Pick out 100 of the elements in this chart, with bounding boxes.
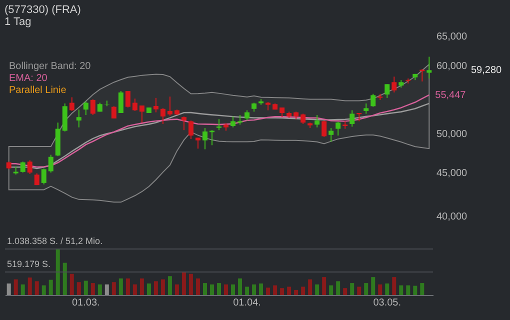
bar (42, 285, 46, 295)
candlestick (300, 113, 306, 124)
bar (238, 278, 242, 295)
bar (62, 262, 67, 295)
candlestick (27, 160, 32, 174)
bar (406, 285, 410, 295)
bar (322, 277, 326, 295)
x-tick-label: 01.04. (233, 298, 261, 308)
candlestick (69, 96, 74, 112)
candlestick (181, 116, 186, 131)
y-tick-label: 65,000 (436, 32, 468, 42)
y-tick-label: 40,000 (436, 212, 468, 222)
candlestick (118, 90, 124, 114)
candlestick (426, 56, 432, 79)
bar (378, 284, 382, 295)
ref-line-label: 1.038.358 S. / 51,2 Mio. (7, 236, 103, 246)
candlestick (153, 97, 158, 113)
candlestick (384, 84, 390, 98)
bar (126, 278, 130, 295)
bar (343, 288, 348, 295)
bar (210, 284, 214, 295)
candlestick (139, 104, 144, 124)
bar (174, 284, 179, 295)
text: 59,280 (471, 65, 502, 76)
candlestick (48, 154, 54, 174)
bar (224, 284, 228, 295)
candlestick (202, 128, 208, 150)
bar (112, 282, 116, 295)
bar (90, 283, 95, 295)
candlestick (370, 93, 376, 108)
bar (315, 284, 320, 295)
candlestick (76, 109, 82, 128)
bar (98, 284, 102, 295)
bar (329, 285, 334, 295)
bar (231, 284, 236, 295)
bar (245, 286, 250, 295)
bar (252, 284, 256, 295)
candlestick (364, 102, 369, 114)
bar (56, 249, 60, 295)
y-tick-label: 45,000 (436, 168, 468, 179)
candlestick (350, 110, 355, 128)
bar (202, 283, 207, 295)
y-tick-label: 50,000 (436, 128, 468, 140)
candlestick (195, 137, 200, 150)
candlestick (238, 114, 243, 126)
candlestick (216, 118, 222, 131)
bar (266, 288, 270, 295)
candlestick (90, 98, 96, 116)
candlestick (20, 161, 26, 174)
bar (20, 284, 25, 295)
bar (259, 284, 264, 295)
bar (104, 284, 109, 295)
candlestick (188, 120, 194, 140)
bar (420, 283, 424, 295)
bar (140, 278, 144, 295)
candlestick (132, 98, 138, 112)
chart-subtitle: 1 Tag (4, 16, 32, 28)
bar (6, 284, 11, 295)
bar (413, 286, 418, 295)
bar (217, 283, 221, 295)
chart-title: (577330) (FRA) (4, 4, 81, 16)
bar (308, 279, 312, 295)
bar (196, 278, 200, 295)
bar (350, 283, 354, 295)
candlestick (392, 76, 397, 93)
bar (76, 282, 81, 295)
candlestick (244, 110, 250, 122)
bar (34, 281, 39, 295)
bar (371, 277, 376, 295)
candlestick (314, 114, 320, 128)
x-tick-label: 03.05. (373, 298, 402, 308)
candlestick (336, 121, 341, 136)
bar (280, 288, 284, 295)
candlestick (160, 108, 166, 124)
ref-line-label: 519.179 S. (7, 259, 51, 269)
bar (132, 284, 137, 295)
bar (146, 284, 151, 295)
bar (154, 281, 158, 295)
bar (160, 279, 165, 295)
x-tick-label: 01.03. (72, 298, 100, 308)
y-tick-label: 60,000 (436, 61, 468, 72)
candlestick (125, 90, 130, 108)
bar (336, 281, 340, 295)
bar (28, 278, 32, 295)
bar (301, 286, 306, 295)
text: Bollinger Band: 20 (9, 61, 92, 72)
data-label: 55,447 (435, 90, 466, 101)
legend-label: Parallel Linie (9, 85, 67, 96)
candlestick (83, 100, 88, 116)
candlestick (111, 106, 116, 119)
bar (188, 274, 193, 295)
candlestick (167, 96, 172, 116)
bar (14, 279, 18, 295)
bar (84, 280, 88, 295)
bar (48, 280, 53, 295)
bar (357, 286, 362, 295)
bar (399, 285, 404, 295)
bar (182, 272, 186, 295)
bar (70, 274, 74, 295)
text: EMA: 20 (9, 73, 48, 84)
